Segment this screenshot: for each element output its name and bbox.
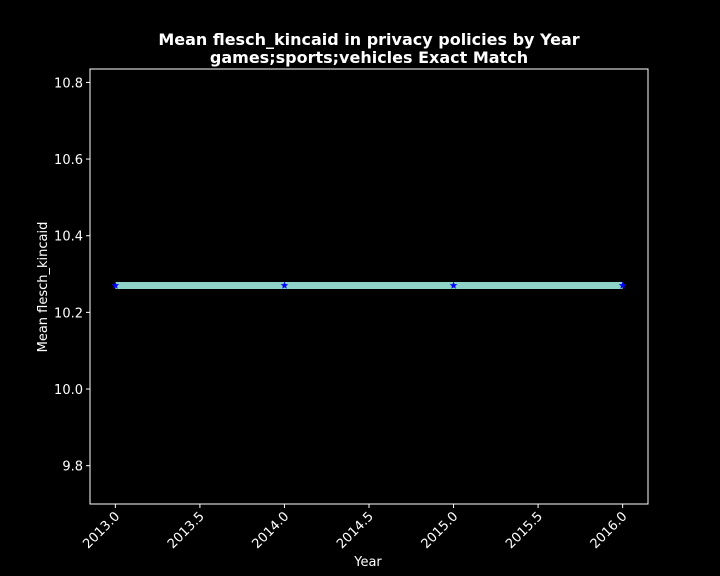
series-layer [112, 282, 627, 289]
x-tick-label: 2013.0 [80, 509, 123, 552]
x-axis: 2013.0 2013.5 2014.0 2014.5 2015.0 2015.5 2016… [80, 504, 630, 552]
y-axis-label: Mean flesch_kincaid [36, 222, 51, 353]
y-tick-label: 10.2 [54, 306, 83, 321]
x-tick-label: 2014.5 [334, 509, 377, 552]
y-tick-label: 10.8 [54, 76, 83, 91]
y-tick-label: 10.6 [54, 153, 83, 168]
x-tick-label: 2013.5 [165, 509, 208, 552]
chart-subtitle: games;sports;vehicles Exact Match [210, 48, 528, 67]
y-tick-label: 10.0 [54, 383, 83, 398]
y-axis: 9.8 10.0 10.2 10.4 10.6 10.8 [54, 76, 90, 474]
x-tick-label: 2014.0 [250, 509, 293, 552]
y-tick-label: 10.4 [54, 230, 83, 245]
x-tick-label: 2016.0 [588, 509, 631, 552]
x-tick-label: 2015.5 [503, 509, 546, 552]
chart-title: Mean flesch_kincaid in privacy policies … [158, 30, 579, 49]
x-axis-label: Year [353, 555, 382, 570]
x-tick-label: 2015.0 [419, 509, 462, 552]
y-tick-label: 9.8 [62, 460, 83, 475]
